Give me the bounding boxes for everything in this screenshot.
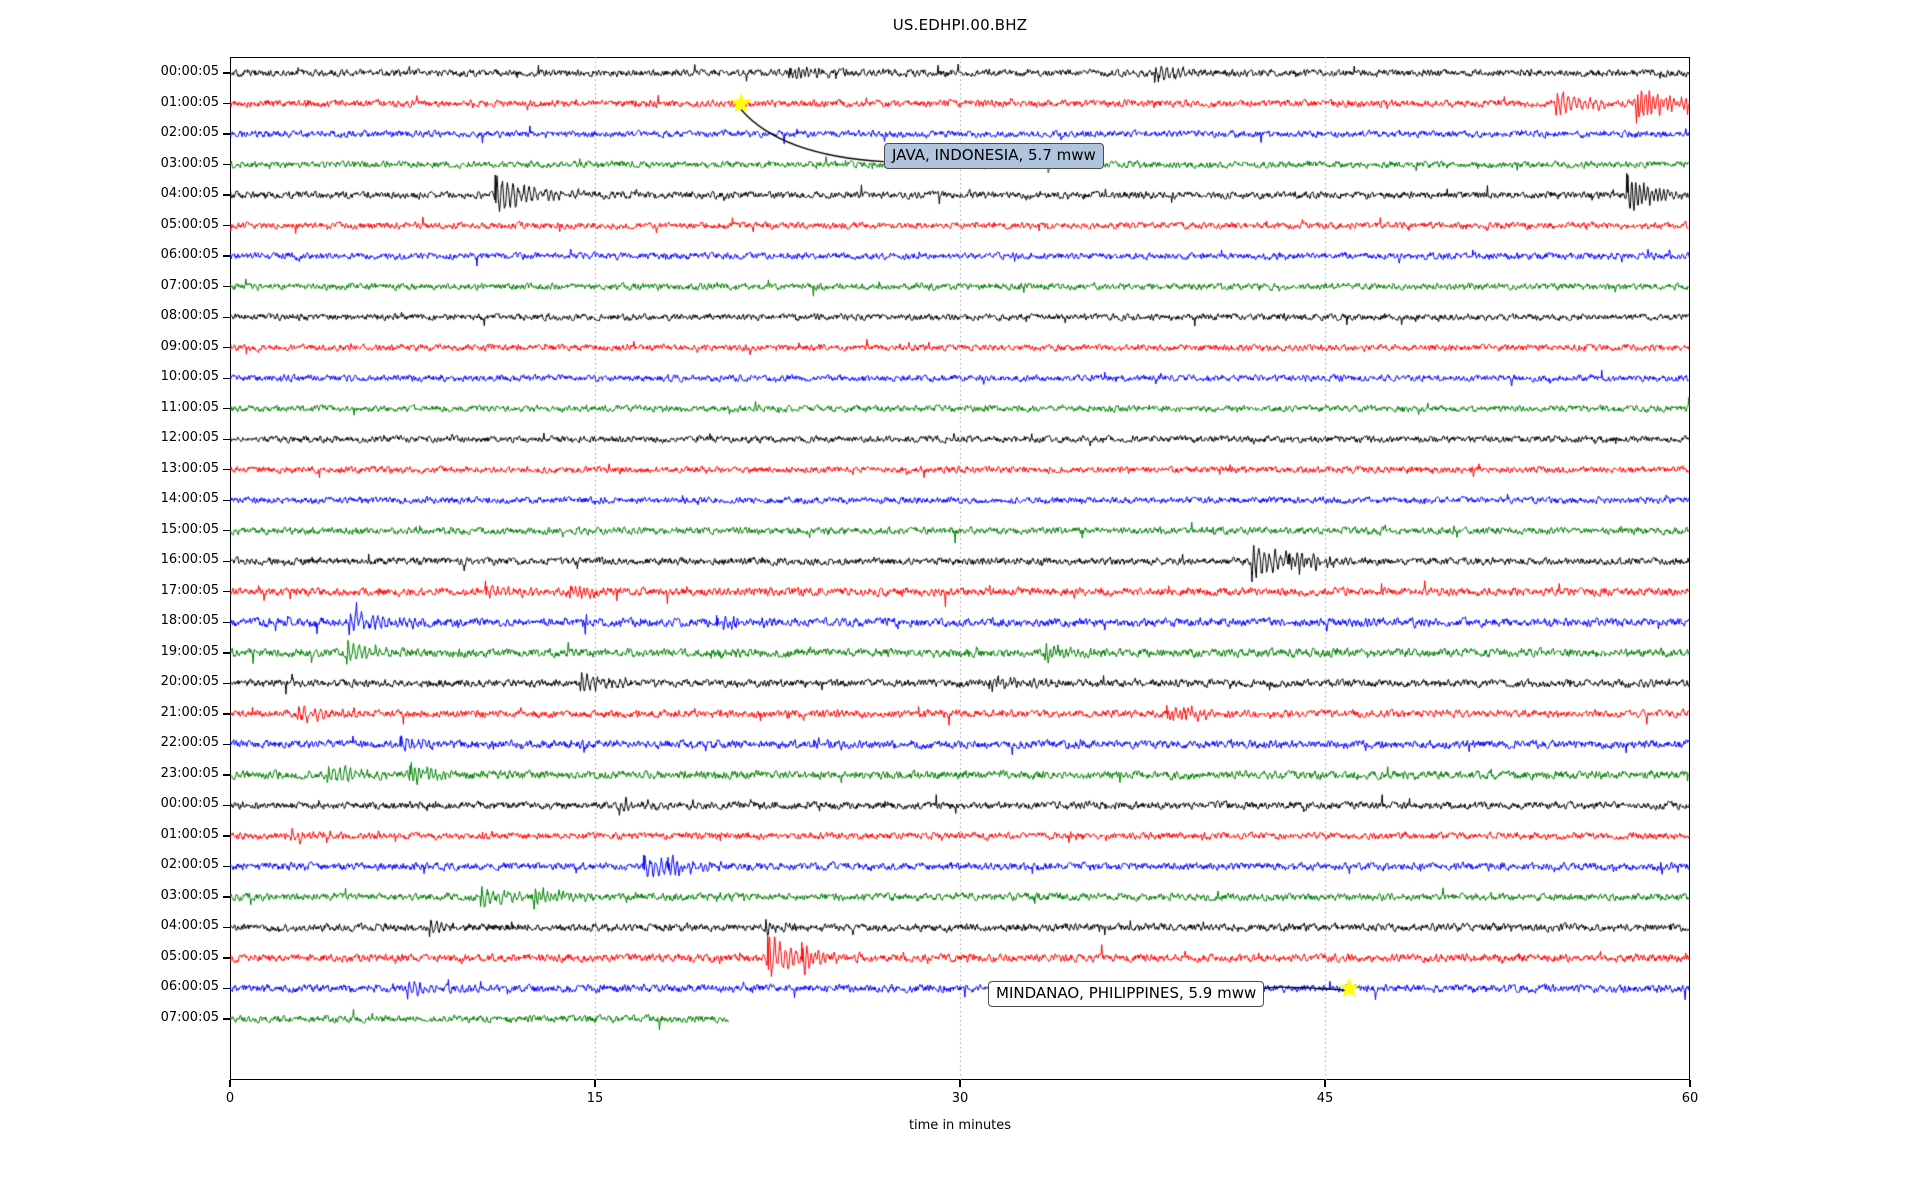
y-axis-tick-label: 05:00:05 [160, 216, 219, 232]
y-axis-tick-mark [223, 316, 230, 318]
waveform-canvas [230, 57, 1690, 1080]
page-title: US.EDHPI.00.BHZ [892, 16, 1028, 34]
y-axis-tick-label: 01:00:05 [160, 826, 219, 842]
y-axis-tick-mark [223, 835, 230, 837]
y-axis-tick-label: 04:00:05 [160, 918, 219, 934]
y-axis-tick-label: 12:00:05 [160, 430, 219, 446]
y-axis-tick-label: 02:00:05 [160, 857, 219, 873]
y-axis-tick-label: 11:00:05 [160, 399, 219, 415]
x-axis-tick-mark [229, 1080, 231, 1087]
y-axis-tick-label: 06:00:05 [160, 979, 219, 995]
y-axis-tick-label: 20:00:05 [160, 674, 219, 690]
y-axis-tick-mark [223, 713, 230, 715]
y-axis-tick-mark [223, 652, 230, 654]
y-axis-tick-mark [223, 255, 230, 257]
x-axis-tick-mark [594, 1080, 596, 1087]
event-annotation-java-indonesia[interactable]: JAVA, INDONESIA, 5.7 mww [884, 143, 1104, 170]
y-axis-tick-mark [223, 347, 230, 349]
y-axis-tick-label: 19:00:05 [160, 643, 219, 659]
y-axis-tick-mark [223, 804, 230, 807]
y-axis-tick-mark [223, 499, 230, 501]
y-axis-tick-mark [223, 591, 230, 593]
y-axis-tick-mark [223, 957, 230, 959]
y-axis-tick-mark [223, 194, 230, 196]
y-axis-tick-mark [223, 987, 230, 990]
y-axis-tick-mark [223, 621, 230, 623]
y-axis-tick-label: 10:00:05 [160, 369, 219, 385]
y-axis-tick-label: 23:00:05 [160, 765, 219, 781]
y-axis-tick-label: 02:00:05 [160, 125, 219, 141]
y-axis-tick-mark [223, 438, 230, 440]
y-axis-tick-label: 22:00:05 [160, 735, 219, 751]
x-axis-tick-label: 45 [1316, 1091, 1334, 1106]
y-axis-tick-label: 17:00:05 [160, 582, 219, 598]
event-annotation-mindanao-philippines[interactable]: MINDANAO, PHILIPPINES, 5.9 mww [988, 981, 1265, 1008]
y-axis-tick-label: 03:00:05 [160, 887, 219, 903]
y-axis-tick-mark [223, 896, 230, 898]
y-axis-tick-mark [223, 408, 230, 410]
y-axis-tick-mark [223, 560, 230, 562]
y-axis-tick-label: 06:00:05 [160, 247, 219, 263]
y-axis-tick-label: 18:00:05 [160, 613, 219, 629]
y-axis-tick-label: 07:00:05 [160, 1010, 219, 1025]
y-axis-tick-mark [223, 72, 230, 74]
y-axis-tick-label: 00:00:05 [160, 796, 219, 812]
x-axis-tick-label: 15 [586, 1091, 604, 1106]
y-axis-tick-mark [223, 682, 230, 685]
y-axis-tick-label: 07:00:05 [160, 277, 219, 293]
y-axis-tick-label: 04:00:05 [160, 186, 219, 202]
y-axis-tick-mark [223, 1018, 230, 1020]
y-axis-tick-label: 15:00:05 [160, 521, 219, 537]
y-axis-tick-mark [223, 530, 230, 532]
y-axis-tick-label: 05:00:05 [160, 948, 219, 964]
x-axis-label: time in minutes [908, 1118, 1012, 1133]
y-axis-tick-label: 21:00:05 [160, 704, 219, 720]
y-axis-tick-label: 14:00:05 [160, 491, 219, 507]
y-axis-tick-mark [223, 469, 230, 471]
y-axis-tick-mark [223, 133, 230, 135]
x-axis-tick-label: 30 [951, 1091, 969, 1106]
x-axis-tick-mark [1689, 1080, 1691, 1087]
x-axis-tick-label: 0 [225, 1091, 235, 1106]
y-axis-tick-label: 00:00:05 [160, 64, 219, 79]
y-axis-tick-label: 13:00:05 [160, 460, 219, 476]
y-axis-tick-mark [223, 286, 230, 288]
y-axis-tick-mark [223, 224, 230, 227]
y-axis-tick-label: 03:00:05 [160, 155, 219, 171]
y-axis-tick-label: 08:00:05 [160, 308, 219, 324]
y-axis-tick-label: 09:00:05 [160, 338, 219, 354]
y-axis-tick-label: 16:00:05 [160, 552, 219, 568]
x-axis-tick-mark [1324, 1080, 1326, 1087]
y-axis-tick-mark [223, 926, 230, 929]
y-axis-tick-mark [223, 102, 230, 105]
x-axis-tick-label: 60 [1681, 1091, 1699, 1106]
y-axis-tick-mark [223, 865, 230, 868]
y-axis-tick-mark [223, 163, 230, 166]
y-axis-tick-label: 01:00:05 [160, 94, 219, 110]
y-axis-tick-mark [223, 743, 230, 746]
x-axis-tick-mark [959, 1080, 961, 1087]
y-axis-tick-mark [223, 774, 230, 776]
y-axis-tick-mark [223, 377, 230, 379]
